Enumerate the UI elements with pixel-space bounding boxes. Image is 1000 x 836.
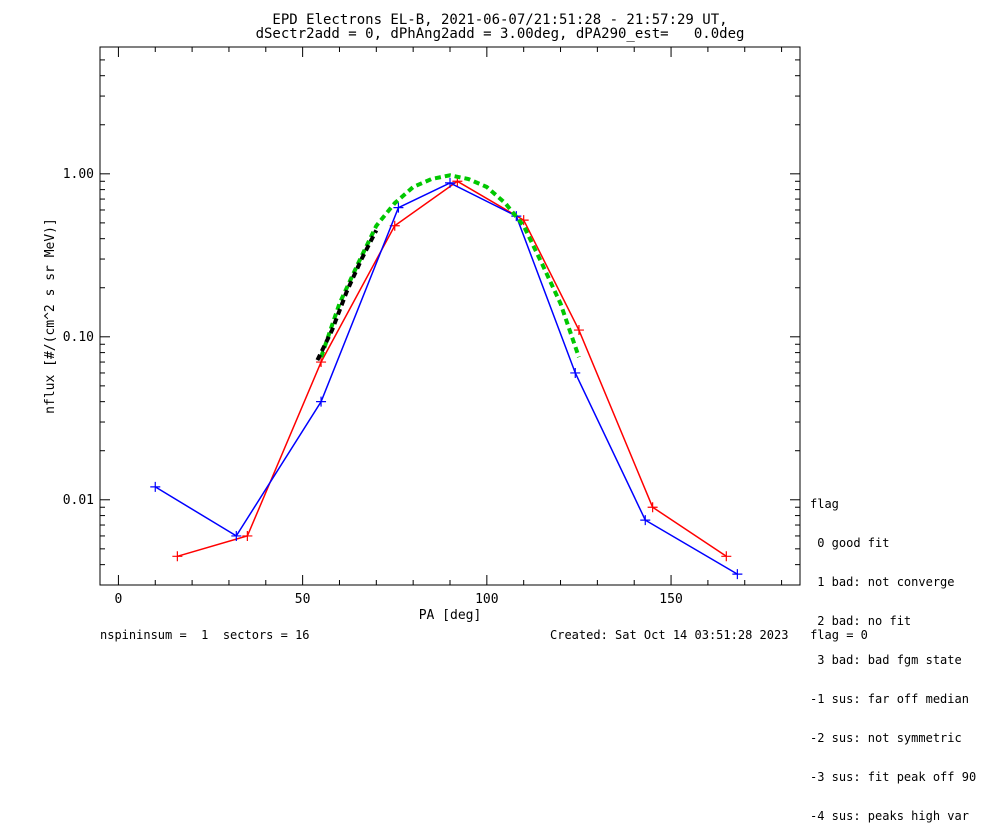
data-point bbox=[316, 396, 327, 407]
legend-title: flag bbox=[810, 497, 839, 511]
footer-right: Created: Sat Oct 14 03:51:28 2023 flag =… bbox=[550, 628, 868, 642]
x-tick-label: 50 bbox=[295, 592, 311, 607]
y-tick-label: 1.00 bbox=[63, 167, 94, 182]
legend-item: 2 bad: no fit bbox=[810, 614, 912, 628]
footer-left: nspininsum = 1 sectors = 16 bbox=[100, 628, 310, 642]
legend-item: 0 good fit bbox=[810, 536, 890, 550]
data-point bbox=[316, 357, 327, 368]
data-point bbox=[647, 502, 658, 513]
y-tick-label: 0.10 bbox=[63, 330, 94, 345]
legend-item: 1 bad: not converge bbox=[810, 575, 955, 589]
legend-item: 3 bad: bad fgm state bbox=[810, 653, 962, 667]
legend-item: -4 sus: peaks high var bbox=[810, 809, 969, 823]
series-line bbox=[154, 182, 738, 575]
y-tick-label: 0.01 bbox=[63, 493, 94, 508]
data-point bbox=[732, 569, 743, 580]
data-point bbox=[393, 202, 404, 213]
series-line bbox=[315, 229, 379, 361]
x-tick-label: 100 bbox=[475, 592, 498, 607]
x-tick-label: 0 bbox=[115, 592, 123, 607]
data-layer bbox=[150, 173, 743, 580]
chart-title: EPD Electrons EL-B, 2021-06-07/21:51:28 … bbox=[272, 12, 728, 28]
legend-item: -2 sus: not symmetric bbox=[810, 731, 962, 745]
data-point bbox=[150, 481, 161, 492]
data-point bbox=[242, 530, 253, 541]
legend-item: -3 sus: fit peak off 90 bbox=[810, 770, 977, 784]
x-tick-label: 150 bbox=[659, 592, 682, 607]
legend-item: -1 sus: far off median bbox=[810, 692, 969, 706]
data-point bbox=[445, 177, 455, 188]
axes-frame bbox=[99, 46, 801, 586]
chart-subtitle: dSectr2add = 0, dPhAng2add = 3.00deg, dP… bbox=[255, 26, 745, 42]
data-point bbox=[721, 551, 732, 562]
plot-area: 0 50 100 150 0.01 1.00 0.10 PA [deg] nflux [#/(c… bbox=[43, 46, 801, 623]
flag-legend: flag 0 good fit 1 bad: not converge 2 ba… bbox=[810, 472, 976, 836]
series-line bbox=[319, 173, 581, 358]
y-axis-label: nflux [#/(cm^2 s sr MeV)] bbox=[43, 218, 58, 414]
data-point bbox=[640, 515, 651, 526]
data-point bbox=[231, 530, 242, 541]
data-point bbox=[172, 551, 183, 562]
data-point bbox=[573, 325, 584, 336]
x-axis-label: PA [deg] bbox=[419, 608, 482, 623]
data-point bbox=[570, 367, 581, 378]
